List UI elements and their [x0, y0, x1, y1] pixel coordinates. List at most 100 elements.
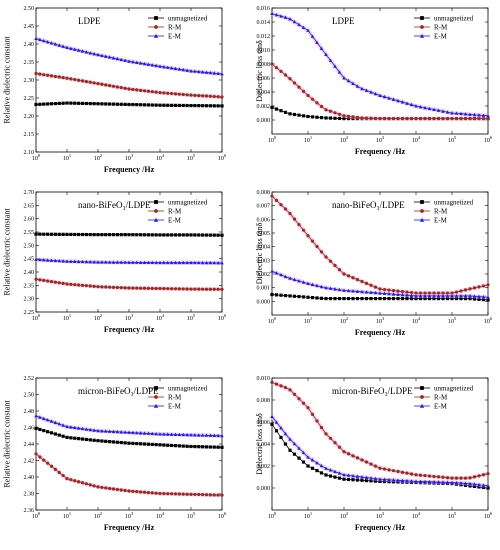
data-point: [387, 288, 391, 292]
data-point: [69, 101, 73, 105]
data-point: [150, 442, 154, 447]
data-point: [150, 286, 154, 290]
data-point: [123, 441, 127, 445]
chart-panel-3: 2.25 2.30 2.35 2.40 2.45 2.50 2.55 2.60 2.65 2.70…: [3, 190, 227, 334]
data-point: [463, 476, 468, 480]
data-point: [481, 294, 486, 299]
data-point: [119, 57, 124, 62]
data-point: [391, 97, 396, 101]
data-point: [77, 232, 81, 237]
x-axis-label: Frequency /Hz: [355, 523, 406, 532]
legend-marker: [420, 395, 424, 399]
data-point: [212, 445, 216, 449]
data-point: [279, 272, 283, 277]
data-point: [391, 478, 396, 482]
data-point: [53, 232, 57, 236]
data-point: [201, 233, 205, 237]
data-point: [189, 444, 193, 449]
y-tick-label: 0.006: [257, 420, 271, 426]
data-point: [297, 223, 301, 227]
data-point: [193, 260, 197, 265]
x-tick-label: 106: [218, 153, 227, 162]
data-point: [84, 427, 89, 431]
data-point: [53, 74, 57, 79]
series-line: [35, 38, 223, 75]
data-point: [342, 114, 346, 118]
data-point: [135, 103, 139, 107]
data-point: [196, 69, 201, 74]
data-point: [450, 480, 454, 484]
series-e-m: [34, 257, 224, 265]
data-point: [142, 431, 147, 435]
data-point: [283, 110, 288, 114]
data-point: [310, 115, 315, 119]
data-point: [405, 293, 409, 297]
data-point: [288, 448, 292, 452]
data-point: [42, 458, 46, 462]
data-point: [100, 102, 104, 106]
x-tick-label: 100: [32, 153, 41, 162]
data-point: [154, 431, 158, 436]
data-point: [378, 287, 382, 291]
x-tick-label: 102: [340, 316, 348, 325]
data-point: [432, 474, 436, 479]
data-point: [391, 292, 396, 296]
data-point: [292, 112, 297, 117]
data-point: [445, 110, 450, 114]
data-point: [38, 72, 42, 76]
data-point: [301, 450, 306, 455]
data-point: [315, 461, 319, 465]
data-point: [45, 418, 50, 422]
data-point: [427, 293, 432, 298]
x-tick-label: 104: [412, 511, 421, 520]
data-point: [173, 432, 178, 436]
data-point: [119, 86, 123, 90]
data-point: [92, 233, 96, 237]
data-point: [337, 476, 342, 480]
data-point: [283, 385, 288, 390]
data-point: [373, 91, 378, 96]
data-point: [162, 233, 166, 237]
data-point: [173, 233, 178, 237]
data-point: [270, 62, 274, 66]
data-point: [306, 114, 310, 119]
y-tick-label: 0.008: [257, 398, 271, 404]
data-point: [297, 294, 301, 299]
data-point: [459, 111, 463, 116]
data-point: [418, 117, 423, 121]
data-point: [154, 90, 158, 94]
data-point: [382, 287, 387, 292]
data-point: [423, 293, 427, 298]
data-point: [185, 492, 189, 496]
data-point: [49, 280, 54, 284]
data-point: [115, 285, 119, 290]
y-axis-label: Relative dielectric constant: [3, 208, 12, 296]
data-point: [197, 93, 201, 98]
data-point: [38, 415, 42, 419]
data-point: [69, 232, 73, 237]
x-tick-label: 106: [218, 511, 227, 520]
data-point: [396, 117, 400, 121]
data-point: [72, 47, 77, 51]
x-tick-label: 106: [484, 511, 493, 520]
y-tick-label: 0.010: [257, 376, 271, 382]
data-point: [400, 289, 405, 294]
data-point: [107, 55, 112, 59]
data-point: [324, 52, 328, 57]
data-point: [96, 102, 100, 106]
data-point: [333, 475, 337, 479]
data-point: [119, 430, 124, 434]
data-point: [49, 74, 54, 78]
series-halo: [271, 380, 489, 481]
data-point: [170, 233, 174, 237]
data-point: [53, 42, 58, 46]
data-point: [301, 89, 306, 93]
data-point: [283, 431, 288, 436]
data-point: [111, 84, 116, 88]
data-point: [57, 470, 61, 475]
data-point: [288, 77, 292, 81]
x-tick-label: 103: [376, 316, 385, 325]
y-axis-label: Dielectric loss tanδ: [255, 413, 264, 475]
data-point: [69, 282, 73, 286]
series-r-m: [34, 452, 224, 498]
